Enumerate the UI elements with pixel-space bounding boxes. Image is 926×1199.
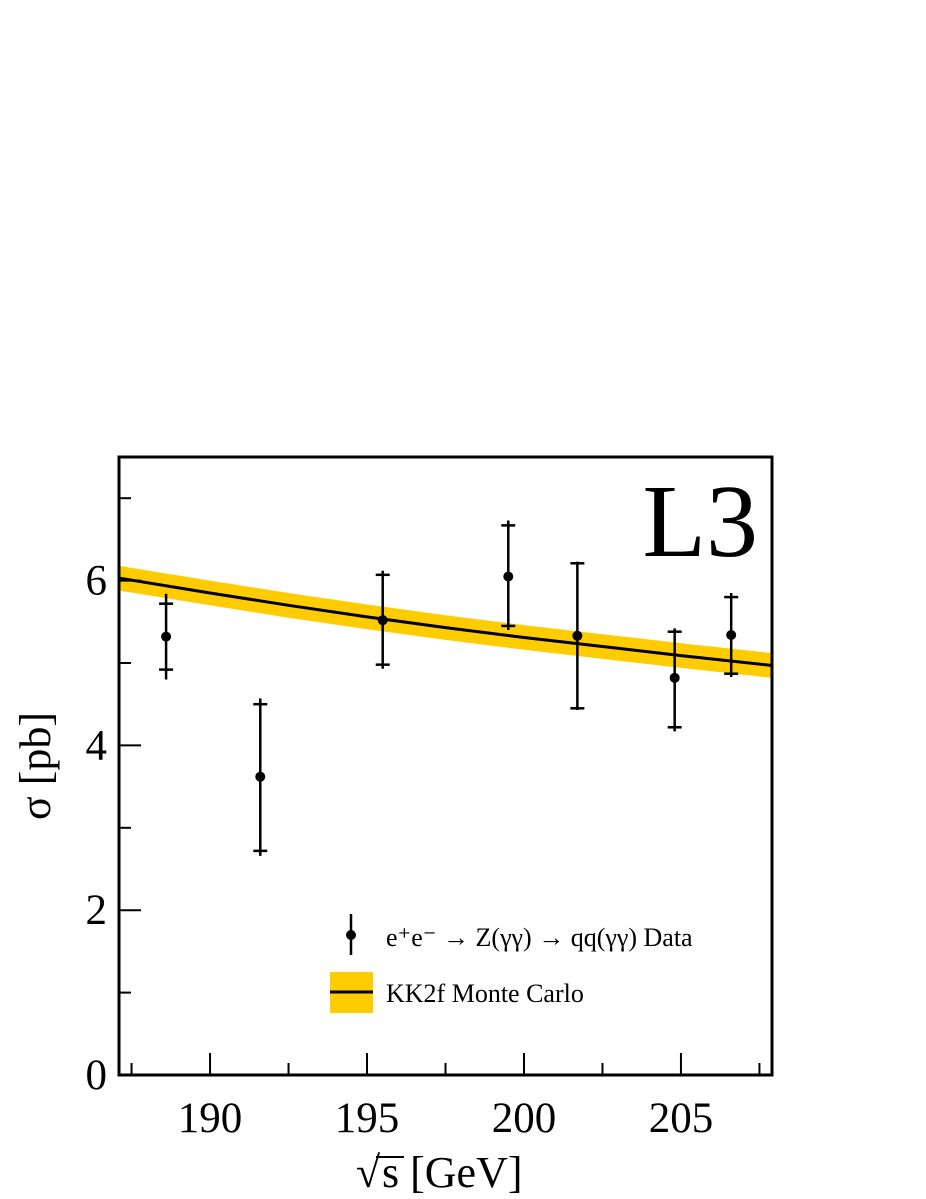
y-tick-label: 0 [86,1052,108,1099]
x-tick-label: 195 [335,1095,400,1142]
y-tick-label: 6 [86,558,108,605]
legend-data-label: e⁺e⁻ → Z(γγ) → qq(γγ) Data [386,923,693,952]
data-point-1 [159,593,174,680]
data-marker [503,571,514,582]
data-marker [161,631,172,642]
experiment-label: L3 [642,464,758,579]
data-point-3 [375,570,390,669]
data-marker [669,672,680,683]
legend-data-marker [346,914,356,955]
mc-uncertainty-band [119,565,772,678]
x-tick-label: 205 [649,1095,714,1142]
x-tick-label: 200 [492,1095,557,1142]
x-tick-label: 190 [178,1095,243,1142]
data-points-layer [159,520,739,856]
axis-ticks-layer: 190 195 200 205 0 2 4 6 [86,497,761,1142]
data-marker [572,630,583,641]
x-axis-label: s [GeV] [382,1148,523,1197]
y-tick-label: 2 [86,887,108,934]
data-point-2 [253,698,268,856]
mc-uncertainty-band-layer [119,565,772,678]
data-point-5 [570,561,585,710]
data-point-6 [667,628,682,732]
y-tick-label: 4 [86,722,108,769]
y-axis-label: σ [pb] [11,712,60,820]
x-axis-label-sqrt-sign: √ [356,1148,381,1197]
legend-mc-label: KK2f Monte Carlo [386,979,584,1008]
legend: e⁺e⁻ → Z(γγ) → qq(γγ) Data KK2f Monte Ca… [330,914,693,1013]
data-marker [255,771,266,782]
data-marker [377,615,388,626]
mc-central-curve [118,576,773,667]
legend-marker [346,930,356,940]
data-point-7 [724,592,739,678]
mc-curve-layer [118,576,773,667]
data-marker [726,629,737,640]
data-point-4 [501,520,516,631]
